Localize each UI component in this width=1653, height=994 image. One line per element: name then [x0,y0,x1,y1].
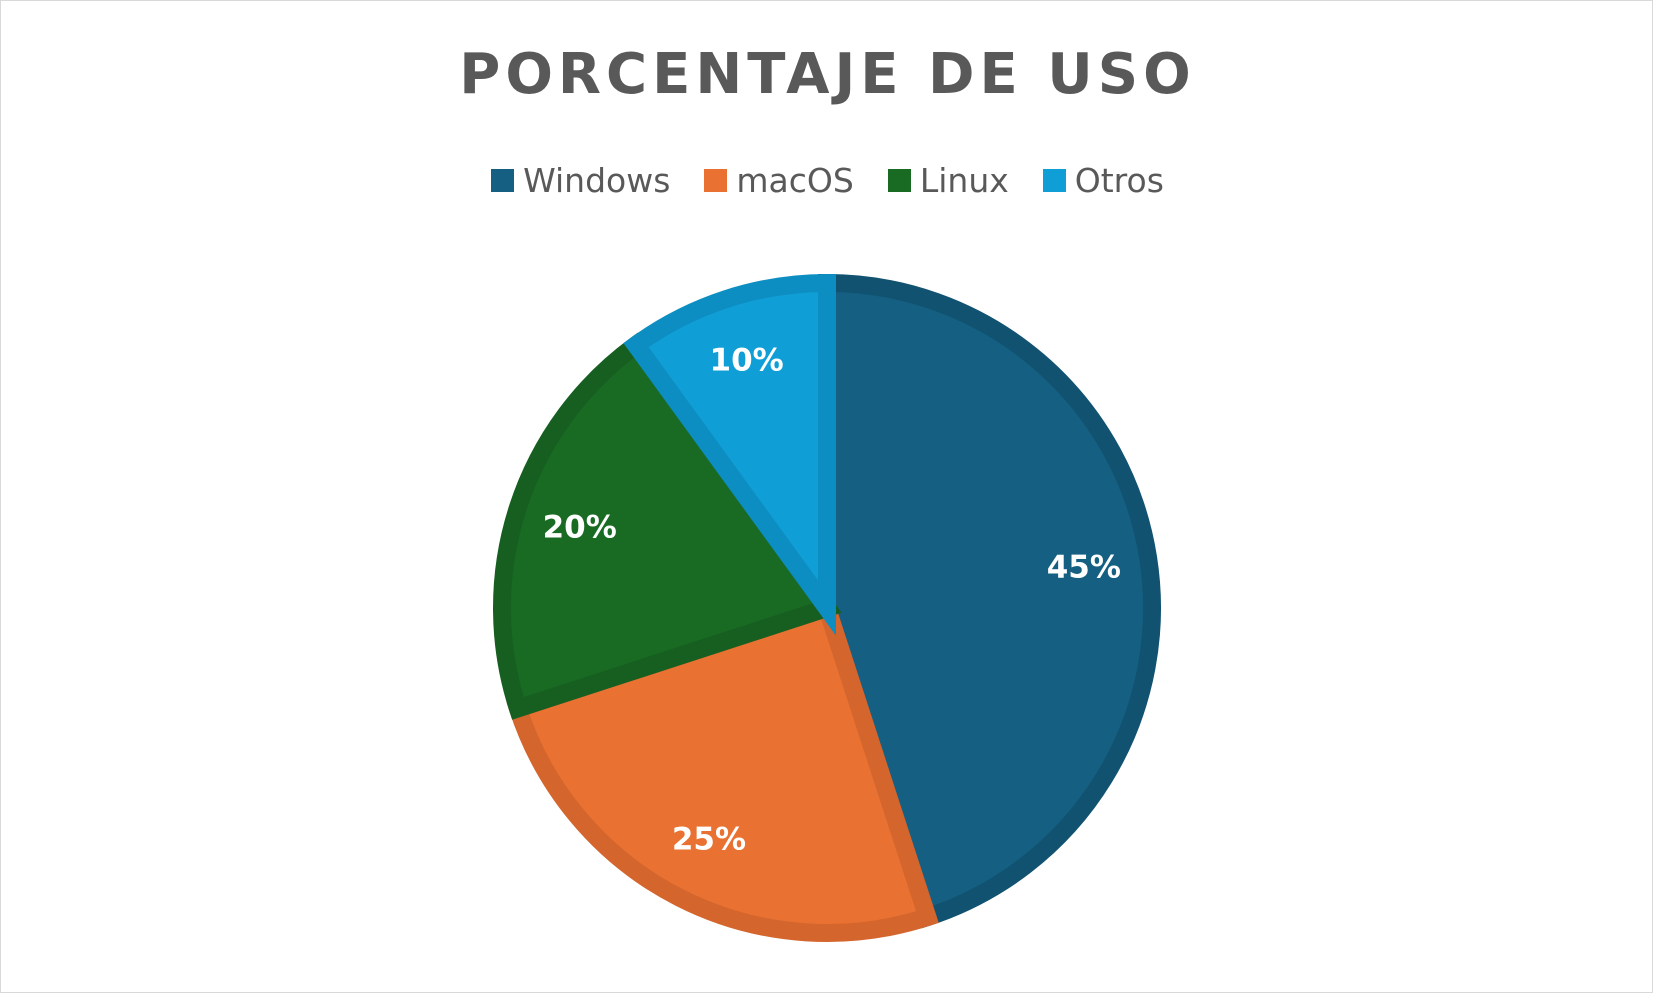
legend-swatch-otros [1042,169,1066,192]
data-label-otros: 10% [710,343,784,379]
legend: Windows macOS Linux Otros [1,161,1653,200]
pie-slice-windows[interactable] [818,273,1161,929]
legend-label-otros: Otros [1074,161,1164,200]
pie-slice-macos[interactable] [506,596,939,942]
legend-label-linux: Linux [919,161,1009,200]
pie-slice-linux[interactable] [493,332,842,720]
legend-item-macos[interactable]: macOS [704,161,854,200]
data-labels: 45% 25% 20% 10% [543,343,1121,858]
legend-swatch-linux [887,169,911,192]
legend-swatch-windows [491,169,515,192]
legend-label-macos: macOS [736,161,854,200]
data-label-windows: 45% [1047,549,1121,585]
data-label-linux: 20% [543,510,617,546]
legend-item-otros[interactable]: Otros [1042,161,1164,200]
legend-item-windows[interactable]: Windows [491,161,670,200]
data-label-macos: 25% [672,822,746,858]
legend-swatch-macos [704,169,728,192]
legend-item-linux[interactable]: Linux [887,161,1009,200]
chart-title: PORCENTAJE DE USO [459,42,1196,107]
legend-label-windows: Windows [523,161,671,200]
pie-slice-otros[interactable] [623,273,836,636]
